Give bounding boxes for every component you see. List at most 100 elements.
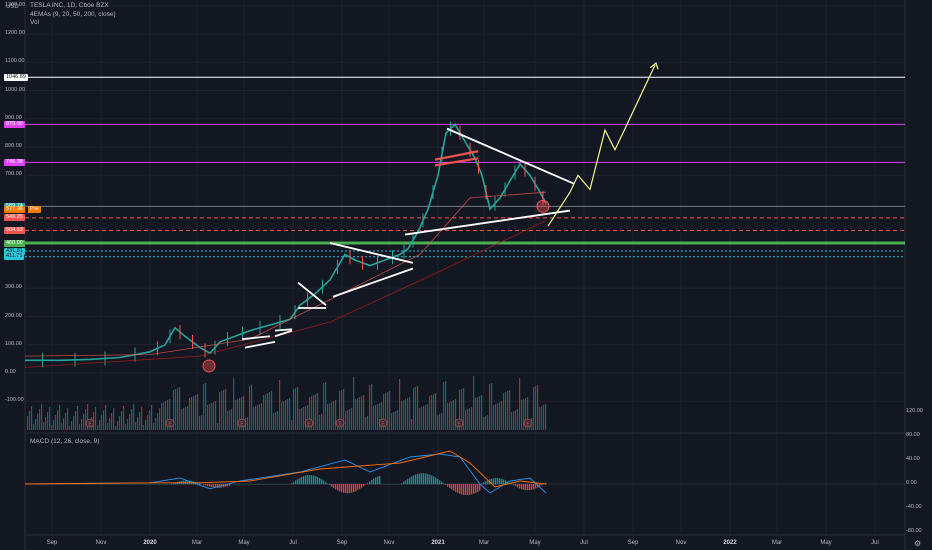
volume-bar — [119, 416, 121, 430]
volume-bar — [239, 398, 241, 430]
volume-bar — [77, 406, 79, 430]
volume-bar — [409, 397, 411, 430]
volume-bar — [67, 408, 69, 430]
macd-histogram-bar — [401, 483, 403, 485]
time-axis-label: 2022 — [723, 540, 737, 546]
volume-bar — [53, 420, 55, 430]
volume-bar — [153, 423, 155, 430]
volume-bar — [237, 399, 239, 430]
volume-bar — [31, 406, 33, 430]
macd-histogram-bar — [415, 474, 417, 485]
volume-bar — [477, 397, 479, 430]
price-axis-label: 1000.00 — [5, 86, 25, 93]
volume-bar — [75, 411, 77, 430]
price-axis-label: 900.00 — [5, 114, 22, 121]
volume-bar — [69, 426, 71, 430]
volume-bar — [125, 424, 127, 430]
macd-histogram-bar — [435, 477, 437, 485]
volume-bar — [335, 400, 337, 430]
macd-axis-label: 80.00 — [906, 432, 920, 438]
volume-bar — [373, 406, 375, 430]
volume-bar — [471, 407, 473, 430]
earnings-marker-label: E — [240, 422, 244, 428]
settings-gear-icon[interactable]: ⚙ — [914, 539, 922, 548]
macd-histogram-bar — [301, 476, 303, 485]
volume-bar — [139, 412, 141, 430]
macd-histogram-bar — [505, 480, 507, 485]
volume-bar — [219, 392, 221, 430]
macd-histogram-bar — [449, 484, 451, 489]
marker-circle — [536, 199, 550, 213]
volume-bar — [81, 419, 83, 430]
macd-histogram-bar — [519, 484, 521, 489]
volume-bar — [175, 389, 177, 430]
volume-bar — [167, 400, 169, 430]
volume-bar — [369, 385, 371, 430]
volume-bar — [275, 412, 277, 430]
volume-bar — [329, 403, 331, 430]
volume-bar — [283, 401, 285, 430]
volume-bar — [221, 391, 223, 430]
volume-bar — [247, 417, 249, 430]
volume-bar — [85, 409, 87, 430]
macd-histogram-bar — [315, 476, 317, 485]
ema-indicator-label[interactable]: 4EMAs (9, 20, 50, 200, close) — [30, 10, 116, 18]
macd-histogram-bar — [345, 484, 347, 494]
macd-histogram-bar — [353, 484, 355, 493]
macd-histogram-bar — [309, 475, 311, 485]
macd-histogram-bar — [467, 484, 469, 496]
macd-histogram-bar — [525, 484, 527, 491]
macd-histogram-bar — [425, 473, 427, 485]
volume-bar — [281, 402, 283, 430]
volume-bar — [241, 397, 243, 430]
macd-histogram-bar — [523, 484, 525, 490]
macd-histogram-bar — [421, 473, 423, 485]
earnings-marker-label: S — [338, 422, 342, 428]
macd-histogram-bar — [203, 484, 205, 485]
volume-bar — [267, 393, 269, 430]
volume-indicator-label[interactable]: Vol — [30, 19, 40, 26]
time-axis-label: Mar — [478, 540, 490, 546]
earnings-marker-label: E — [88, 422, 92, 428]
macd-histogram-bar — [295, 480, 297, 485]
macd-histogram-bar — [373, 478, 375, 485]
volume-bar — [453, 400, 455, 430]
price-axis-label: 300.00 — [5, 284, 22, 291]
macd-histogram-bar — [325, 481, 327, 485]
trendline — [241, 335, 271, 340]
volume-bar — [173, 390, 175, 430]
macd-histogram-bar — [327, 483, 329, 485]
volume-bar — [151, 405, 153, 430]
earnings-marker — [304, 418, 314, 428]
macd-histogram-bar — [535, 484, 537, 489]
earnings-marker — [165, 418, 175, 428]
volume-bar — [391, 413, 393, 430]
volume-bar — [103, 410, 105, 430]
volume-bar — [255, 406, 257, 430]
macd-histogram-bar — [321, 479, 323, 485]
volume-bar — [331, 402, 333, 430]
volume-bar — [45, 417, 47, 430]
symbol-title[interactable]: TESLA INC, 1D, Cboe BZX — [30, 2, 109, 9]
volume-bar — [299, 409, 301, 430]
time-axis-label: Mar — [191, 540, 203, 546]
volume-bar — [263, 395, 265, 430]
volume-bar — [229, 410, 231, 430]
volume-bar — [445, 381, 447, 430]
macd-indicator-label[interactable]: MACD (12, 26, close, 9) — [30, 438, 100, 445]
volume-bar — [133, 404, 135, 430]
volume-bar — [143, 425, 145, 430]
volume-bar — [113, 408, 115, 430]
macd-histogram-bar — [305, 475, 307, 485]
macd-histogram-bar — [197, 482, 199, 485]
macd-histogram-bar — [357, 484, 359, 491]
volume-bar — [259, 404, 261, 430]
volume-bar — [505, 392, 507, 430]
volume-bar — [129, 414, 131, 430]
volume-bar — [423, 406, 425, 430]
volume-bar — [411, 419, 413, 430]
chart-legend: TESLA INC, 1D, Cboe BZX 4EMAs (9, 20, 50… — [30, 2, 116, 28]
macd-histogram-bar — [365, 484, 367, 485]
volume-bar — [449, 402, 451, 430]
